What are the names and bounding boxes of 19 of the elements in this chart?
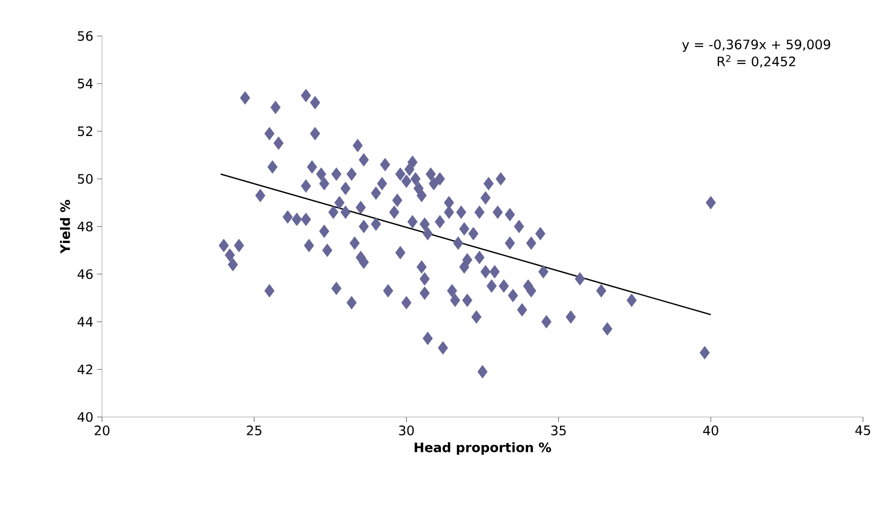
x-axis-title: Head proportion % (414, 442, 552, 455)
annotation: R$^{2}$ = 0,2452 (718, 55, 796, 68)
y-axis-title: Yield % (60, 200, 70, 254)
y-tick-label: 52 (78, 126, 92, 136)
x-tick-label: 20 (94, 426, 110, 436)
y-tick-label: 44 (78, 317, 93, 326)
x-tick-label: 45 (855, 426, 870, 436)
y-tick-label: 46 (78, 269, 93, 280)
annotation: y = -0,3679x + 59,009 (682, 40, 830, 52)
x-tick-label: 35 (551, 426, 566, 436)
y-tick-label: 56 (78, 31, 93, 41)
x-tick-label: 30 (399, 426, 414, 436)
y-tick-label: 54 (78, 78, 93, 88)
x-tick-label: 40 (703, 426, 718, 436)
y-tick-label: 50 (78, 174, 93, 184)
y-tick-label: 48 (78, 222, 93, 232)
y-tick-label: 42 (78, 364, 92, 374)
y-tick-label: 40 (78, 412, 93, 422)
x-tick-label: 25 (246, 426, 262, 436)
